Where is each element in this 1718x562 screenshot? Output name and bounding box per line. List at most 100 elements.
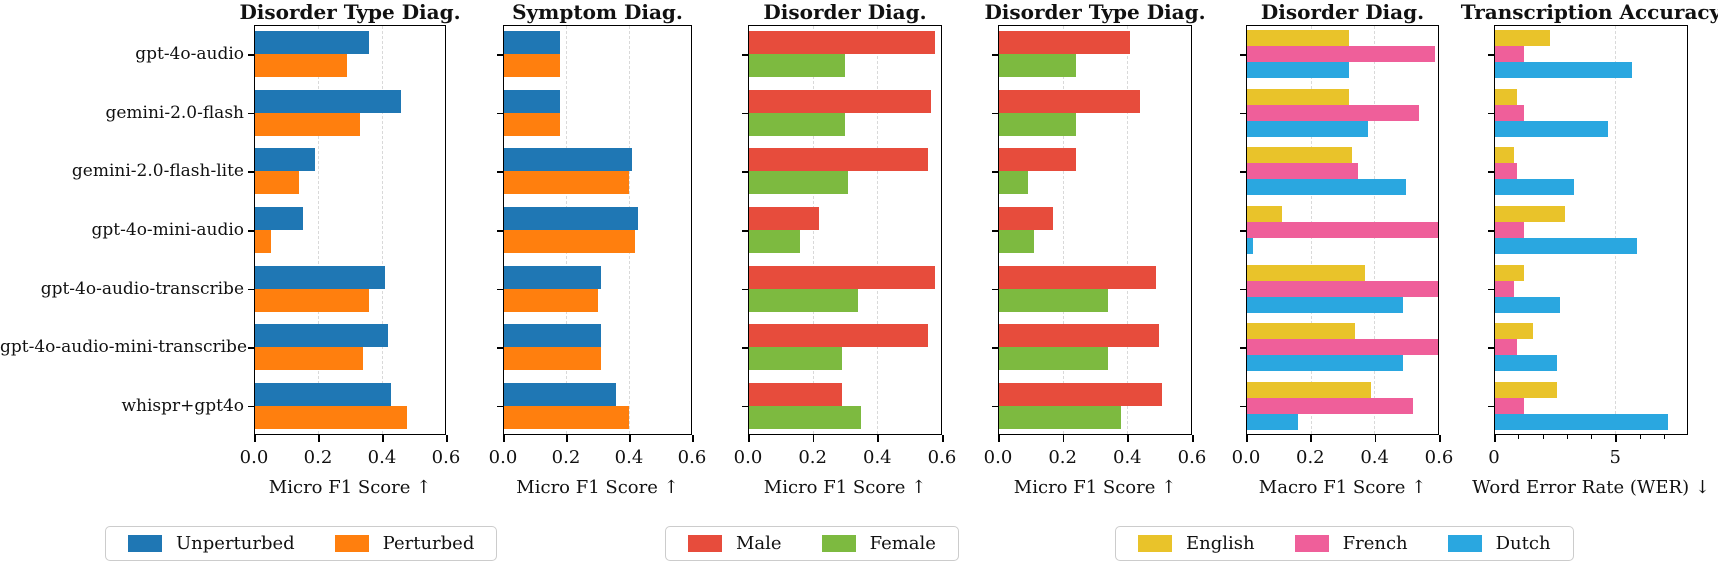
- y-tick: [248, 171, 254, 174]
- bar-unperturbed: [255, 382, 392, 406]
- gridline: [813, 26, 814, 434]
- y-tick: [1488, 112, 1494, 115]
- x-tick: [1374, 435, 1377, 442]
- bar-perturbed: [255, 405, 407, 429]
- y-tick: [248, 288, 254, 291]
- y-tick: [497, 171, 503, 174]
- bar-female: [749, 405, 861, 429]
- bar-unperturbed: [504, 207, 639, 230]
- x-tick: [566, 435, 568, 442]
- bar-english: [1495, 323, 1534, 340]
- chart-title: Symptom Diag.: [512, 0, 683, 24]
- y-tick: [497, 54, 503, 56]
- x-axis-label: Micro F1 Score ↑: [763, 477, 927, 498]
- bar-male: [999, 324, 1159, 348]
- bar-male: [749, 207, 820, 230]
- y-tick: [742, 171, 748, 174]
- chart-title: Transcription Accuracy: [1460, 0, 1718, 24]
- legend-label: Male: [736, 533, 782, 554]
- x-tick-label: 0.6: [677, 447, 707, 468]
- bar-dutch: [1247, 62, 1349, 79]
- y-category-label: gemini-2.0-flash-lite: [71, 161, 244, 182]
- bar-dutch: [1495, 296, 1560, 313]
- x-tick: [1615, 435, 1617, 442]
- x-minor-tick: [1566, 435, 1568, 439]
- bar-male: [749, 382, 842, 406]
- bar-female: [749, 347, 842, 371]
- y-tick: [992, 288, 998, 291]
- x-tick-label: 0.4: [1113, 447, 1142, 468]
- gridline: [877, 26, 878, 434]
- legend-label: Perturbed: [382, 533, 475, 554]
- bar-french: [1247, 397, 1413, 414]
- x-axis-label: Word Error Rate (WER) ↓: [1472, 477, 1710, 498]
- x-tick-label: 0.2: [551, 447, 581, 468]
- bar-dutch: [1495, 179, 1575, 196]
- x-axis-label: Macro F1 Score ↑: [1258, 477, 1427, 498]
- bar-male: [999, 265, 1156, 289]
- gridline: [1615, 26, 1616, 434]
- y-tick: [497, 347, 503, 349]
- y-tick: [497, 230, 503, 232]
- chart-title: Disorder Diag.: [763, 0, 927, 24]
- bar-dutch: [1247, 355, 1403, 372]
- plot-area: [748, 25, 942, 435]
- x-tick: [748, 435, 750, 442]
- bar-unperturbed: [504, 148, 632, 172]
- bar-english: [1247, 147, 1353, 164]
- bar-female: [999, 230, 1035, 253]
- bar-english: [1247, 88, 1349, 105]
- y-tick: [1488, 230, 1494, 232]
- y-tick: [742, 405, 748, 408]
- bar-dutch: [1495, 238, 1637, 254]
- x-minor-tick: [1591, 435, 1593, 439]
- x-tick-label: 0.2: [1048, 447, 1077, 468]
- bar-male: [999, 148, 1076, 172]
- legend-label: English: [1186, 533, 1255, 554]
- x-tick: [382, 435, 384, 442]
- x-tick: [1192, 435, 1194, 442]
- y-tick: [992, 405, 998, 408]
- bar-female: [749, 288, 858, 312]
- y-tick: [742, 288, 748, 291]
- bar-male: [749, 148, 929, 172]
- x-tick: [1246, 435, 1248, 442]
- bar-perturbed: [504, 171, 629, 195]
- chart-title: Disorder Type Diag.: [239, 0, 461, 24]
- x-tick: [692, 435, 694, 442]
- y-tick: [742, 54, 748, 56]
- legend-swatch: [1294, 535, 1329, 552]
- x-tick-label: 0.4: [614, 447, 644, 468]
- x-minor-tick: [1663, 435, 1665, 439]
- x-tick-label: 5: [1609, 447, 1621, 468]
- bar-male: [749, 265, 935, 289]
- x-axis-label: Micro F1 Score ↑: [516, 477, 679, 498]
- bar-english: [1247, 264, 1365, 281]
- y-tick: [497, 288, 503, 291]
- chart-title: Disorder Diag.: [1260, 0, 1425, 24]
- plot-area: [1246, 25, 1439, 435]
- plot-area: [503, 25, 692, 435]
- y-category-label: gemini-2.0-flash: [105, 102, 244, 123]
- bar-male: [999, 382, 1163, 406]
- bar-french: [1495, 280, 1515, 297]
- bar-female: [999, 288, 1108, 312]
- x-tick: [254, 435, 256, 442]
- x-minor-tick: [1542, 435, 1544, 439]
- plot-area: [1494, 25, 1688, 435]
- legend-box: Unperturbed Perturbed: [105, 526, 498, 561]
- bar-unperturbed: [255, 207, 303, 230]
- x-tick: [942, 435, 944, 442]
- x-tick-label: 0.6: [927, 447, 957, 468]
- bar-unperturbed: [255, 89, 401, 113]
- legend-box: English French Dutch: [1115, 526, 1574, 561]
- x-tick-label: 0: [1488, 447, 1500, 468]
- bar-unperturbed: [255, 148, 316, 172]
- bar-unperturbed: [255, 31, 369, 55]
- x-tick: [812, 435, 815, 442]
- y-tick: [742, 112, 748, 115]
- x-tick-label: 0.0: [983, 447, 1013, 468]
- bar-english: [1495, 147, 1515, 164]
- y-tick: [1488, 288, 1494, 291]
